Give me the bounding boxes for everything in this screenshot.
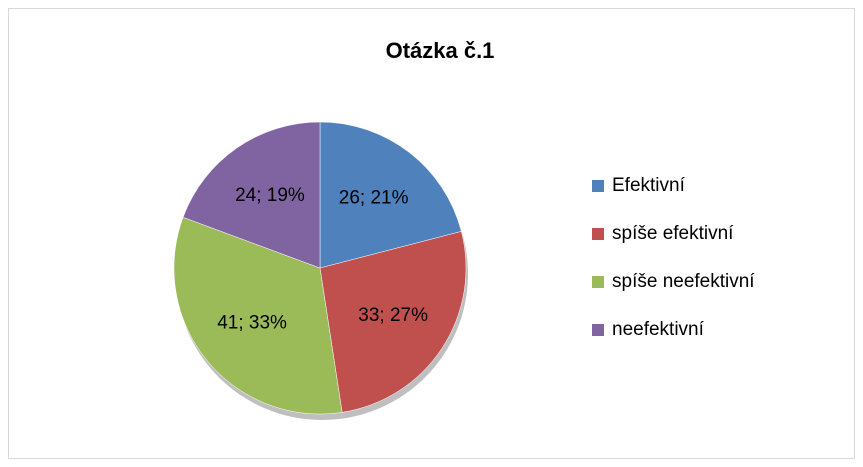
pie-slice: [173, 216, 343, 415]
legend-label: neefektivní: [612, 319, 705, 340]
data-label: 26; 21%: [339, 188, 409, 209]
legend-swatch: [592, 276, 604, 288]
pie-slice: [319, 121, 462, 269]
pie-slice: [182, 121, 321, 269]
legend-swatch: [592, 228, 604, 240]
legend-label: spíše efektivní: [612, 223, 734, 244]
data-label: 33; 27%: [358, 305, 428, 326]
legend-swatch: [592, 180, 604, 192]
legend-label: spíše neefektivní: [612, 271, 755, 292]
data-label: 41; 33%: [217, 312, 287, 333]
data-label: 24; 19%: [235, 185, 305, 206]
chart-title: Otázka č.1: [386, 38, 495, 63]
legend-swatch: [592, 324, 604, 336]
legend-label: Efektivní: [612, 175, 686, 196]
pie-slice: [319, 231, 467, 413]
